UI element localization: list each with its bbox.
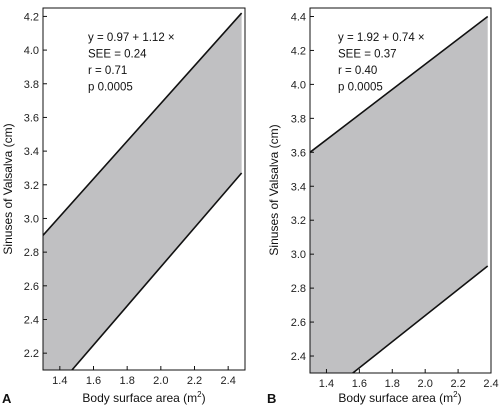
y-tick-label: 4.0 xyxy=(24,45,39,57)
x-tick-label: 1.8 xyxy=(120,375,135,387)
lower-limit-line xyxy=(70,172,243,370)
x-tick-label: 1.8 xyxy=(385,378,400,390)
x-tick-label: 1.4 xyxy=(319,378,334,390)
upper-limit-line xyxy=(43,12,243,236)
chart-panel-b: 1.4 1.6 1.8 2.0 2.2 2.4 2.4 2.6 2.8 3.0 3.2 3.4 3.6 3… xyxy=(267,7,499,406)
y-tick-label: 3.2 xyxy=(24,180,39,192)
chart-panel-a: 1.4 1.6 1.8 2.0 2.2 2.4 2.2 2.4 2.6 2.8 3.0 3.2 3.4 3… xyxy=(1,7,246,406)
y-tick-label: 3.2 xyxy=(291,215,306,227)
x-tick-label: 1.6 xyxy=(86,375,101,387)
plot-area xyxy=(310,15,489,373)
regression-annotation-line: SEE = 0.37 xyxy=(338,49,397,61)
y-tick-label: 3.4 xyxy=(291,181,306,193)
y-tick-label: 3.0 xyxy=(24,213,39,225)
y-tick-label: 2.4 xyxy=(24,314,39,326)
regression-annotation-line: y = 1.92 + 0.74 × xyxy=(338,32,425,44)
y-tick-label: 2.6 xyxy=(291,317,306,329)
y-axis-title: Sinuses of Valsalva (cm) xyxy=(267,124,281,255)
confidence-band xyxy=(310,16,488,373)
plot-frame xyxy=(309,7,492,374)
y-tick-label: 3.8 xyxy=(24,79,39,91)
x-axis-title: Body surface area (m2) xyxy=(82,390,205,405)
plot-area xyxy=(43,12,243,370)
regression-annotation-line: p 0.0005 xyxy=(338,82,383,94)
y-tick-label: 2.6 xyxy=(24,281,39,293)
x-tick-label: 2.4 xyxy=(221,375,236,387)
x-tick-label: 2.0 xyxy=(153,375,168,387)
plot-frame xyxy=(42,7,246,371)
x-axis-title-main: Body surface area (m xyxy=(82,391,197,405)
regression-annotation-line: y = 0.97 + 1.12 × xyxy=(88,32,175,44)
x-axis-title-close: ) xyxy=(202,391,206,405)
x-tick-label: 2.4 xyxy=(483,378,498,390)
y-tick-label: 4.0 xyxy=(291,79,306,91)
lower-limit-line xyxy=(351,265,489,373)
y-tick-label: 2.8 xyxy=(291,283,306,295)
x-tick-label: 1.6 xyxy=(352,378,367,390)
x-tick-label: 2.2 xyxy=(187,375,202,387)
panel-label: A xyxy=(2,391,12,406)
y-tick-label: 4.2 xyxy=(24,11,39,23)
y-tick-label: 3.6 xyxy=(291,147,306,159)
x-tick-label: 2.0 xyxy=(418,378,433,390)
y-tick-label: 4.4 xyxy=(291,11,306,23)
y-tick-label: 3.8 xyxy=(291,113,306,125)
confidence-band xyxy=(43,13,242,370)
x-axis-title: Body surface area (m2) xyxy=(338,390,461,405)
x-axis-title-close: ) xyxy=(458,391,462,405)
y-tick-label: 4.2 xyxy=(291,45,306,57)
regression-annotation-line: p 0.0005 xyxy=(88,82,133,94)
upper-limit-line xyxy=(310,15,489,153)
x-tick-label: 2.2 xyxy=(450,378,465,390)
y-tick-label: 2.4 xyxy=(291,351,306,363)
x-axis-title-main: Body surface area (m xyxy=(338,391,453,405)
y-tick-label: 3.4 xyxy=(24,146,39,158)
y-tick-label: 2.8 xyxy=(24,247,39,259)
x-axis-title-superscript: 2 xyxy=(453,390,458,399)
y-tick-label: 3.0 xyxy=(291,249,306,261)
y-axis-title: Sinuses of Valsalva (cm) xyxy=(1,123,15,254)
y-tick-label: 3.6 xyxy=(24,112,39,124)
regression-annotation-line: r = 0.40 xyxy=(338,65,377,77)
regression-annotation-line: r = 0.71 xyxy=(88,65,127,77)
x-axis-title-superscript: 2 xyxy=(197,390,202,399)
y-tick-label: 2.2 xyxy=(24,348,39,360)
regression-annotation-line: SEE = 0.24 xyxy=(88,49,147,61)
panel-label: B xyxy=(267,391,276,406)
x-tick-label: 1.4 xyxy=(52,375,67,387)
